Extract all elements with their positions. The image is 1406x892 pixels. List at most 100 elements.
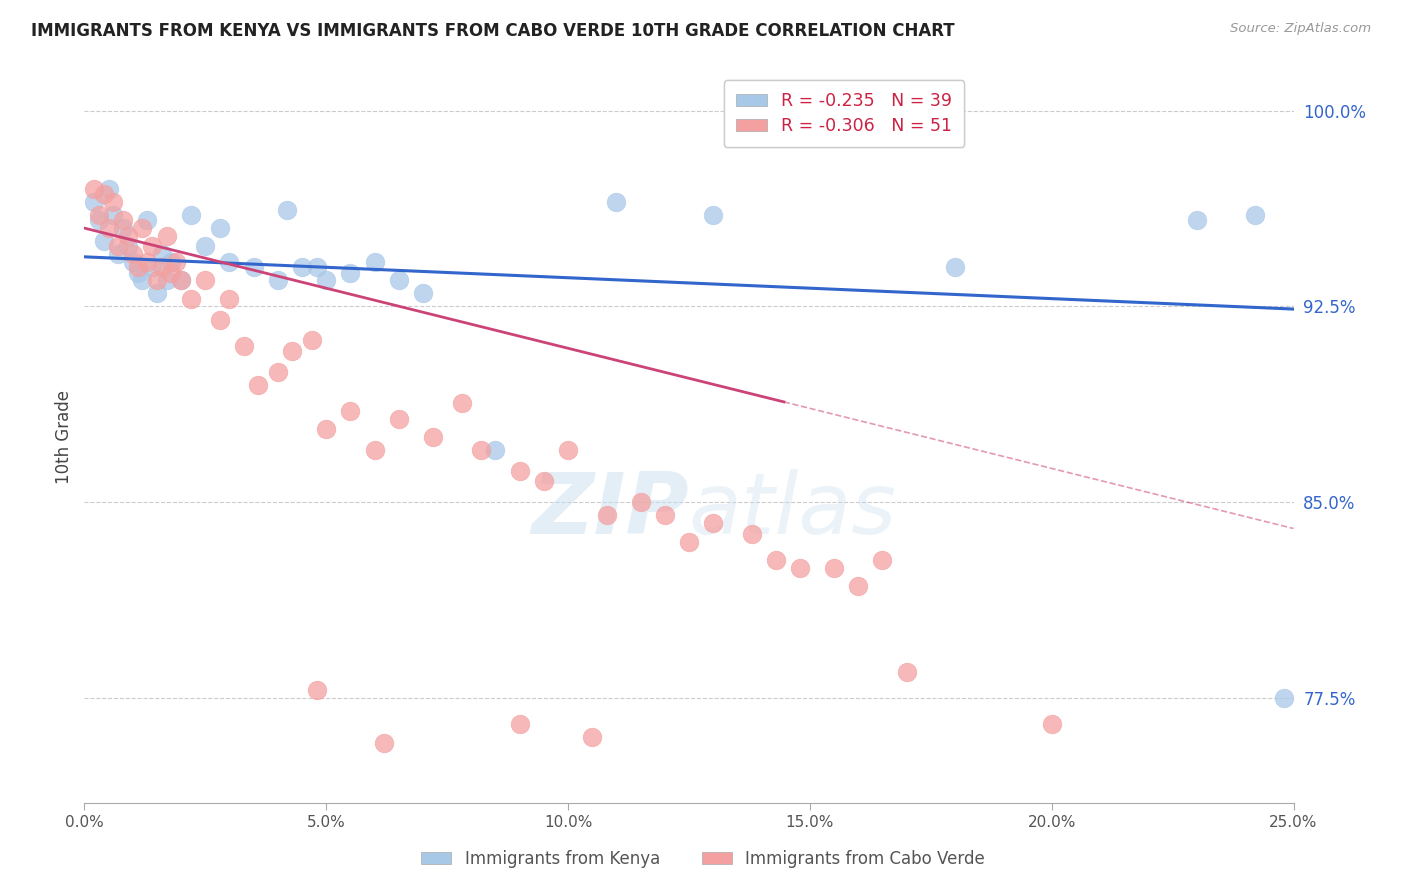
Point — [630, 495, 652, 509]
Point — [97, 182, 120, 196]
Point — [823, 560, 845, 574]
Point — [194, 239, 217, 253]
Point — [208, 221, 231, 235]
Point — [388, 273, 411, 287]
Point — [160, 255, 183, 269]
Point — [194, 273, 217, 287]
Point — [107, 239, 129, 253]
Point — [557, 443, 579, 458]
Point — [150, 247, 173, 261]
Point — [160, 266, 183, 280]
Point — [943, 260, 966, 275]
Point — [146, 286, 169, 301]
Point — [136, 213, 159, 227]
Point — [165, 255, 187, 269]
Point — [267, 273, 290, 287]
Point — [605, 194, 627, 209]
Point — [1243, 208, 1265, 222]
Point — [315, 273, 337, 287]
Point — [112, 221, 135, 235]
Point — [363, 255, 385, 269]
Point — [131, 221, 153, 235]
Y-axis label: 10th Grade: 10th Grade — [55, 390, 73, 484]
Point — [242, 260, 264, 275]
Point — [896, 665, 918, 680]
Point — [373, 736, 395, 750]
Point — [741, 526, 763, 541]
Point — [846, 579, 869, 593]
Point — [276, 202, 298, 217]
Point — [155, 229, 177, 244]
Point — [93, 187, 115, 202]
Point — [388, 411, 411, 425]
Legend: Immigrants from Kenya, Immigrants from Cabo Verde: Immigrants from Kenya, Immigrants from C… — [415, 844, 991, 875]
Point — [233, 339, 256, 353]
Point — [765, 553, 787, 567]
Point — [533, 475, 555, 489]
Point — [112, 213, 135, 227]
Point — [87, 213, 110, 227]
Point — [596, 508, 619, 523]
Point — [315, 422, 337, 436]
Point — [484, 443, 506, 458]
Point — [121, 247, 143, 261]
Point — [509, 464, 531, 478]
Point — [1272, 691, 1295, 706]
Point — [291, 260, 314, 275]
Point — [281, 343, 304, 358]
Point — [305, 683, 328, 698]
Text: Source: ZipAtlas.com: Source: ZipAtlas.com — [1230, 22, 1371, 36]
Point — [117, 239, 139, 253]
Point — [107, 247, 129, 261]
Point — [581, 731, 603, 745]
Point — [103, 194, 125, 209]
Point — [412, 286, 434, 301]
Point — [654, 508, 676, 523]
Text: IMMIGRANTS FROM KENYA VS IMMIGRANTS FROM CABO VERDE 10TH GRADE CORRELATION CHART: IMMIGRANTS FROM KENYA VS IMMIGRANTS FROM… — [31, 22, 955, 40]
Point — [450, 396, 472, 410]
Point — [872, 553, 894, 567]
Point — [127, 266, 149, 280]
Point — [117, 229, 139, 244]
Point — [305, 260, 328, 275]
Point — [127, 260, 149, 275]
Point — [218, 292, 240, 306]
Point — [180, 208, 202, 222]
Point — [339, 266, 361, 280]
Point — [150, 260, 173, 275]
Point — [339, 404, 361, 418]
Point — [87, 208, 110, 222]
Point — [93, 234, 115, 248]
Point — [146, 273, 169, 287]
Point — [1040, 717, 1063, 731]
Point — [267, 365, 290, 379]
Point — [509, 717, 531, 731]
Point — [155, 273, 177, 287]
Point — [83, 182, 105, 196]
Point — [301, 334, 323, 348]
Point — [789, 560, 811, 574]
Point — [170, 273, 193, 287]
Point — [678, 534, 700, 549]
Point — [363, 443, 385, 458]
Point — [141, 260, 163, 275]
Point — [170, 273, 193, 287]
Point — [180, 292, 202, 306]
Point — [83, 194, 105, 209]
Point — [103, 208, 125, 222]
Legend: R = -0.235   N = 39, R = -0.306   N = 51: R = -0.235 N = 39, R = -0.306 N = 51 — [724, 80, 965, 147]
Text: atlas: atlas — [689, 468, 897, 552]
Point — [208, 312, 231, 326]
Point — [702, 208, 724, 222]
Point — [141, 239, 163, 253]
Text: ZIP: ZIP — [531, 468, 689, 552]
Point — [1185, 213, 1208, 227]
Point — [97, 221, 120, 235]
Point — [218, 255, 240, 269]
Point — [131, 273, 153, 287]
Point — [247, 377, 270, 392]
Point — [470, 443, 492, 458]
Point — [121, 255, 143, 269]
Point — [702, 516, 724, 531]
Point — [422, 430, 444, 444]
